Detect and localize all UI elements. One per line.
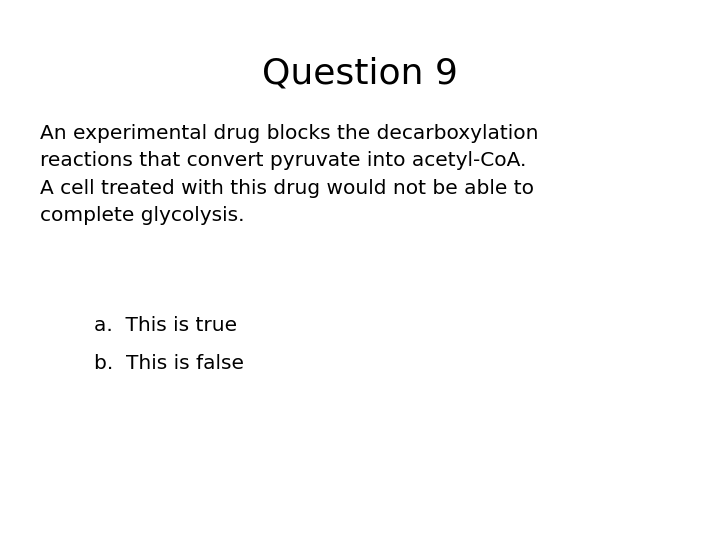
Text: a.  This is true: a. This is true <box>94 316 237 335</box>
Text: An experimental drug blocks the decarboxylation
reactions that convert pyruvate : An experimental drug blocks the decarbox… <box>40 124 538 225</box>
Text: b.  This is false: b. This is false <box>94 354 243 373</box>
Text: Question 9: Question 9 <box>262 57 458 91</box>
